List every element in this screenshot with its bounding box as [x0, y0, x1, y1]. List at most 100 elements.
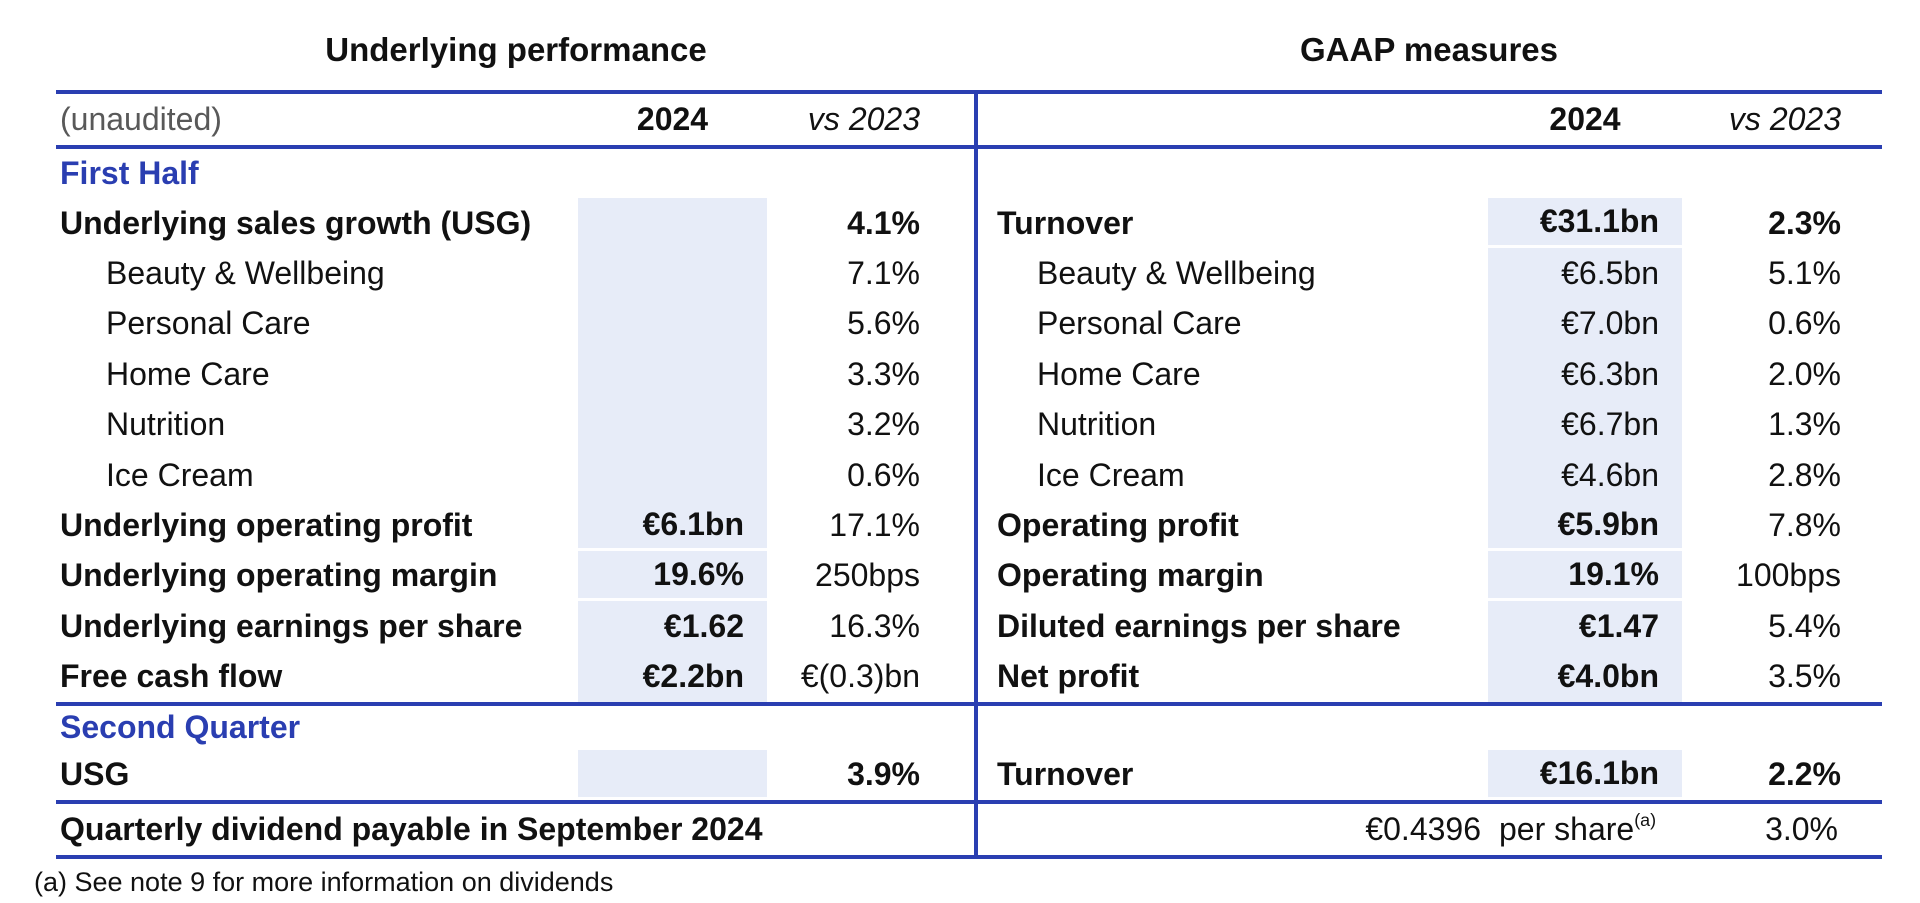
value-vs-2023: 3.9%	[847, 756, 920, 793]
value-vs-2023: 7.8%	[1768, 507, 1841, 544]
value-2024	[578, 198, 767, 249]
value-2024: €1.62	[578, 601, 767, 652]
dividend-vs-value: 3.0%	[1765, 810, 1838, 847]
section-divider-line	[974, 90, 978, 859]
table-row: Ice Cream 0.6% Ice Cream €4.6bn 2.8%	[56, 449, 1882, 501]
value-2024	[578, 449, 767, 501]
value-2024: €1.47	[1488, 601, 1682, 652]
value-vs-2023: 16.3%	[829, 607, 920, 644]
value-vs-2023: 5.6%	[847, 305, 920, 342]
column-header-row: (unaudited) 2024 vs 2023 2024 vs 2023	[56, 94, 1882, 145]
value-2024: €2.2bn	[578, 651, 767, 702]
value-2024: €31.1bn	[1488, 198, 1682, 249]
table-rule-mid	[56, 701, 1882, 706]
table-row: Underlying sales growth (USG) 4.1% Turnove…	[56, 198, 1882, 249]
value-vs-2023: 2.0%	[1768, 355, 1841, 392]
row-label: Diluted earnings per share	[997, 607, 1401, 644]
row-label: Underlying operating profit	[60, 507, 473, 544]
row-label: Personal Care	[1037, 305, 1242, 342]
value-vs-2023: 2.8%	[1768, 456, 1841, 493]
row-label: Home Care	[1037, 355, 1201, 392]
unaudited-label: (unaudited)	[60, 101, 222, 137]
value-2024	[578, 749, 767, 800]
row-label: Underlying sales growth (USG)	[60, 204, 532, 241]
dividend-unit: per share (a)	[1499, 809, 1657, 847]
table-row: Underlying operating margin 19.6% 250bps Op…	[56, 550, 1882, 602]
value-2024: €6.3bn	[1488, 349, 1682, 400]
row-label: Ice Cream	[1037, 456, 1185, 493]
dividend-amount: €0.4396	[1365, 810, 1481, 847]
value-vs-2023: 2.3%	[1768, 204, 1841, 241]
value-vs-2023: 2.2%	[1768, 756, 1841, 793]
value-vs-2023: 5.4%	[1768, 607, 1841, 644]
row-label: Nutrition	[1037, 406, 1157, 443]
first-half-label: First Half	[60, 155, 199, 191]
value-2024: 19.6%	[578, 550, 767, 602]
value-vs-2023: 100bps	[1736, 557, 1841, 594]
row-label: USG	[60, 756, 130, 793]
value-vs-2023: 7.1%	[847, 255, 920, 292]
table-row: Beauty & Wellbeing 7.1% Beauty & Wellbeing…	[56, 248, 1882, 299]
row-label: Operating margin	[997, 557, 1264, 594]
dividend-label: Quarterly dividend payable in September …	[60, 810, 763, 847]
table-row: Free cash flow €2.2bn €(0.3)bn Net profit €4…	[56, 651, 1882, 702]
group-row-first-half: First Half	[56, 149, 1882, 198]
row-label: Underlying earnings per share	[60, 607, 523, 644]
value-2024: €6.1bn	[578, 500, 767, 551]
row-label: Home Care	[106, 355, 270, 392]
first-half-rows: Underlying sales growth (USG) 4.1% Turnove…	[56, 198, 1882, 702]
results-table: Underlying performance GAAP measures (un…	[34, 0, 1882, 898]
row-label: Turnover	[997, 204, 1134, 241]
value-2024	[578, 349, 767, 400]
row-label: Beauty & Wellbeing	[106, 255, 385, 292]
section-titles: Underlying performance GAAP measures	[56, 0, 1882, 90]
value-vs-2023: 4.1%	[847, 204, 920, 241]
value-vs-2023: 0.6%	[1768, 305, 1841, 342]
group-row-second-quarter: Second Quarter	[56, 706, 1882, 750]
table-row: USG 3.9% Turnover €16.1bn 2.2%	[56, 749, 1882, 800]
value-vs-2023: 250bps	[815, 557, 920, 594]
left-vs-column-header: vs 2023	[807, 101, 920, 137]
value-2024	[578, 298, 767, 350]
value-vs-2023: 0.6%	[847, 456, 920, 493]
value-vs-2023: 3.5%	[1768, 658, 1841, 695]
value-2024: €6.7bn	[1488, 399, 1682, 450]
table-rule-top	[56, 90, 1882, 94]
row-label: Beauty & Wellbeing	[1037, 255, 1316, 292]
right-vs-column-header: vs 2023	[1728, 101, 1841, 137]
row-label: Operating profit	[997, 507, 1239, 544]
row-label: Underlying operating margin	[60, 557, 498, 594]
row-label: Net profit	[997, 658, 1140, 695]
value-2024: €7.0bn	[1488, 298, 1682, 350]
left-section-title: Underlying performance	[325, 31, 707, 68]
footnote-ref-superscript: (a)	[1634, 809, 1657, 830]
value-2024	[578, 399, 767, 450]
value-2024: €5.9bn	[1488, 500, 1682, 551]
table-row: Underlying operating profit €6.1bn 17.1% Op…	[56, 500, 1882, 551]
value-2024	[578, 248, 767, 299]
row-label: Turnover	[997, 756, 1134, 793]
value-2024: €16.1bn	[1488, 749, 1682, 800]
table-row: Nutrition 3.2% Nutrition €6.7bn 1.3%	[56, 399, 1882, 450]
table-rule-bottom	[56, 854, 1882, 859]
value-vs-2023: 17.1%	[829, 507, 920, 544]
right-section-title: GAAP measures	[1299, 31, 1559, 68]
row-label: Nutrition	[106, 406, 226, 443]
right-year-column-header: 2024	[1549, 101, 1621, 137]
value-vs-2023: 1.3%	[1768, 406, 1841, 443]
table-rule-header	[56, 145, 1882, 149]
second-quarter-rows: USG 3.9% Turnover €16.1bn 2.2%	[56, 749, 1882, 800]
second-quarter-label: Second Quarter	[60, 709, 301, 746]
value-2024: €6.5bn	[1488, 248, 1682, 299]
table-body: (unaudited) 2024 vs 2023 2024 vs 2023 Fi…	[56, 90, 1882, 859]
table-row: Home Care 3.3% Home Care €6.3bn 2.0%	[56, 349, 1882, 400]
row-label: Free cash flow	[60, 658, 283, 695]
value-vs-2023: €(0.3)bn	[800, 658, 920, 695]
value-2024: €4.6bn	[1488, 449, 1682, 501]
row-label: Personal Care	[106, 305, 311, 342]
footnote: (a) See note 9 for more information on d…	[34, 866, 614, 897]
left-year-column-header: 2024	[636, 101, 709, 137]
table-rule-dividend-top	[56, 799, 1882, 804]
value-2024: 19.1%	[1488, 550, 1682, 602]
